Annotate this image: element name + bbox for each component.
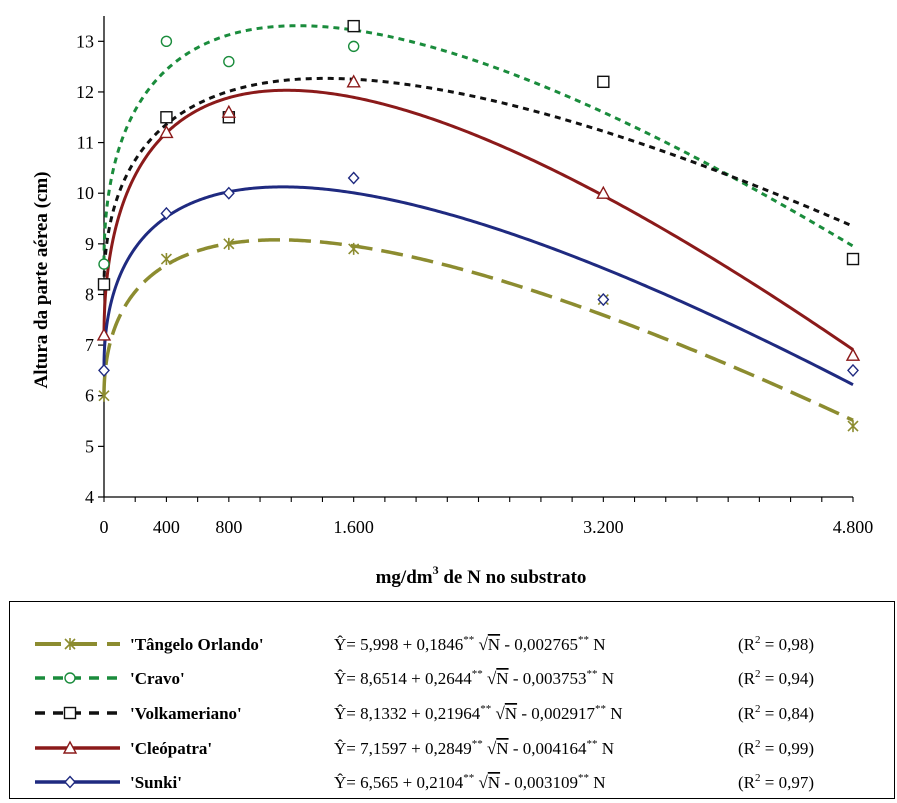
- data-point: [596, 185, 611, 199]
- data-point: [846, 252, 860, 266]
- y-tick-label: 12: [76, 82, 94, 102]
- legend-marker: [64, 775, 76, 789]
- data-point: [222, 186, 235, 200]
- x-tick-label: 400: [153, 517, 180, 537]
- legend-marker: [62, 740, 78, 754]
- legend-equation: Ŷ= 8,1332 + 0,21964** √N - 0,002917** N: [334, 703, 623, 723]
- data-point: [845, 347, 861, 361]
- data-point: [97, 278, 111, 291]
- data-point: [347, 19, 360, 33]
- x-axis-title-rest: de N no substrato: [439, 567, 587, 588]
- data-point: [223, 237, 235, 250]
- y-tick-label: 9: [85, 234, 94, 254]
- legend-equation: Ŷ= 7,1597 + 0,2849** √N - 0,004164** N: [334, 738, 614, 758]
- legend-equation: Ŷ= 5,998 + 0,1846** √N - 0,002765** N: [334, 634, 606, 654]
- data-point: [348, 242, 360, 255]
- data-point: [347, 171, 360, 185]
- legend-r2: (R2 = 0,94): [738, 668, 814, 688]
- y-axis-title: Altura da parte aérea (cm): [31, 171, 52, 388]
- legend-series-name: 'Cravo': [130, 669, 185, 688]
- data-point: [347, 40, 360, 53]
- series-curve: [102, 238, 854, 422]
- data-point: [847, 420, 859, 433]
- fit-curves: [102, 24, 854, 422]
- data-point: [98, 258, 110, 270]
- data-point: [160, 35, 173, 48]
- data-point: [223, 55, 235, 68]
- legend-series-name: 'Cleópatra': [130, 739, 212, 758]
- data-point: [159, 124, 174, 139]
- x-tick-label: 3.200: [583, 517, 624, 537]
- x-tick-label: 1.600: [333, 517, 374, 537]
- x-axis-title-base: mg/dm: [376, 567, 433, 588]
- legend-series-name: 'Tângelo Orlando': [130, 635, 264, 654]
- series-curve: [102, 88, 854, 351]
- data-point: [160, 253, 172, 266]
- data-point: [96, 327, 112, 341]
- data-point: [346, 74, 361, 88]
- data-markers: [96, 19, 861, 433]
- y-tick-label: 7: [85, 335, 94, 355]
- series-curve: [102, 185, 854, 386]
- y-tick-label: 11: [77, 133, 94, 153]
- y-tick-label: 4: [85, 487, 94, 507]
- series-curve: [102, 76, 854, 288]
- legend-r2: (R2 = 0,97): [738, 772, 814, 792]
- data-point: [221, 104, 237, 118]
- y-tick-label: 10: [76, 183, 94, 203]
- y-tick-label: 6: [85, 386, 94, 406]
- legend-series-name: 'Volkameriano': [130, 704, 242, 723]
- data-point: [98, 389, 110, 402]
- data-point: [597, 292, 610, 307]
- x-axis-title-superscript: 3: [433, 563, 439, 577]
- legend-equation: Ŷ= 6,565 + 0,2104** √N - 0,003109** N: [334, 772, 606, 792]
- y-tick-label: 8: [85, 284, 94, 304]
- data-point: [597, 75, 610, 89]
- axes: 4 5 6 7 8 9 10 11 12 13 0 400 800 1.600 3.200 4.800: [76, 16, 873, 537]
- x-tick-label: 0: [100, 517, 109, 537]
- y-tick-label: 5: [85, 436, 94, 456]
- legend-marker: [64, 638, 76, 650]
- legend-r2: (R2 = 0,98): [738, 634, 814, 654]
- x-axis-title: mg/dm3 de N no substrato: [376, 563, 587, 588]
- y-tick-label: 13: [76, 31, 94, 51]
- series-curve: [102, 24, 854, 262]
- data-point: [847, 363, 859, 377]
- data-point: [98, 363, 110, 377]
- x-tick-label: 4.800: [833, 517, 874, 537]
- data-point: [160, 206, 173, 221]
- legend-r2: (R2 = 0,84): [738, 703, 814, 723]
- legend-marker: [63, 706, 77, 720]
- chart: 4 5 6 7 8 9 10 11 12 13 0 400 800 1.600 3.200 4.800 Alt…: [31, 16, 873, 588]
- x-tick-label: 800: [215, 517, 242, 537]
- data-point: [160, 111, 173, 124]
- legend-series-name: 'Sunki': [130, 773, 182, 792]
- legend-equation: Ŷ= 8,6514 + 0,2644** √N - 0,003753** N: [334, 668, 614, 688]
- legend: 'Tângelo Orlando' Ŷ= 5,998 + 0,1846** √N …: [9, 601, 895, 799]
- legend-r2: (R2 = 0,99): [738, 738, 814, 758]
- legend-marker: [64, 672, 76, 684]
